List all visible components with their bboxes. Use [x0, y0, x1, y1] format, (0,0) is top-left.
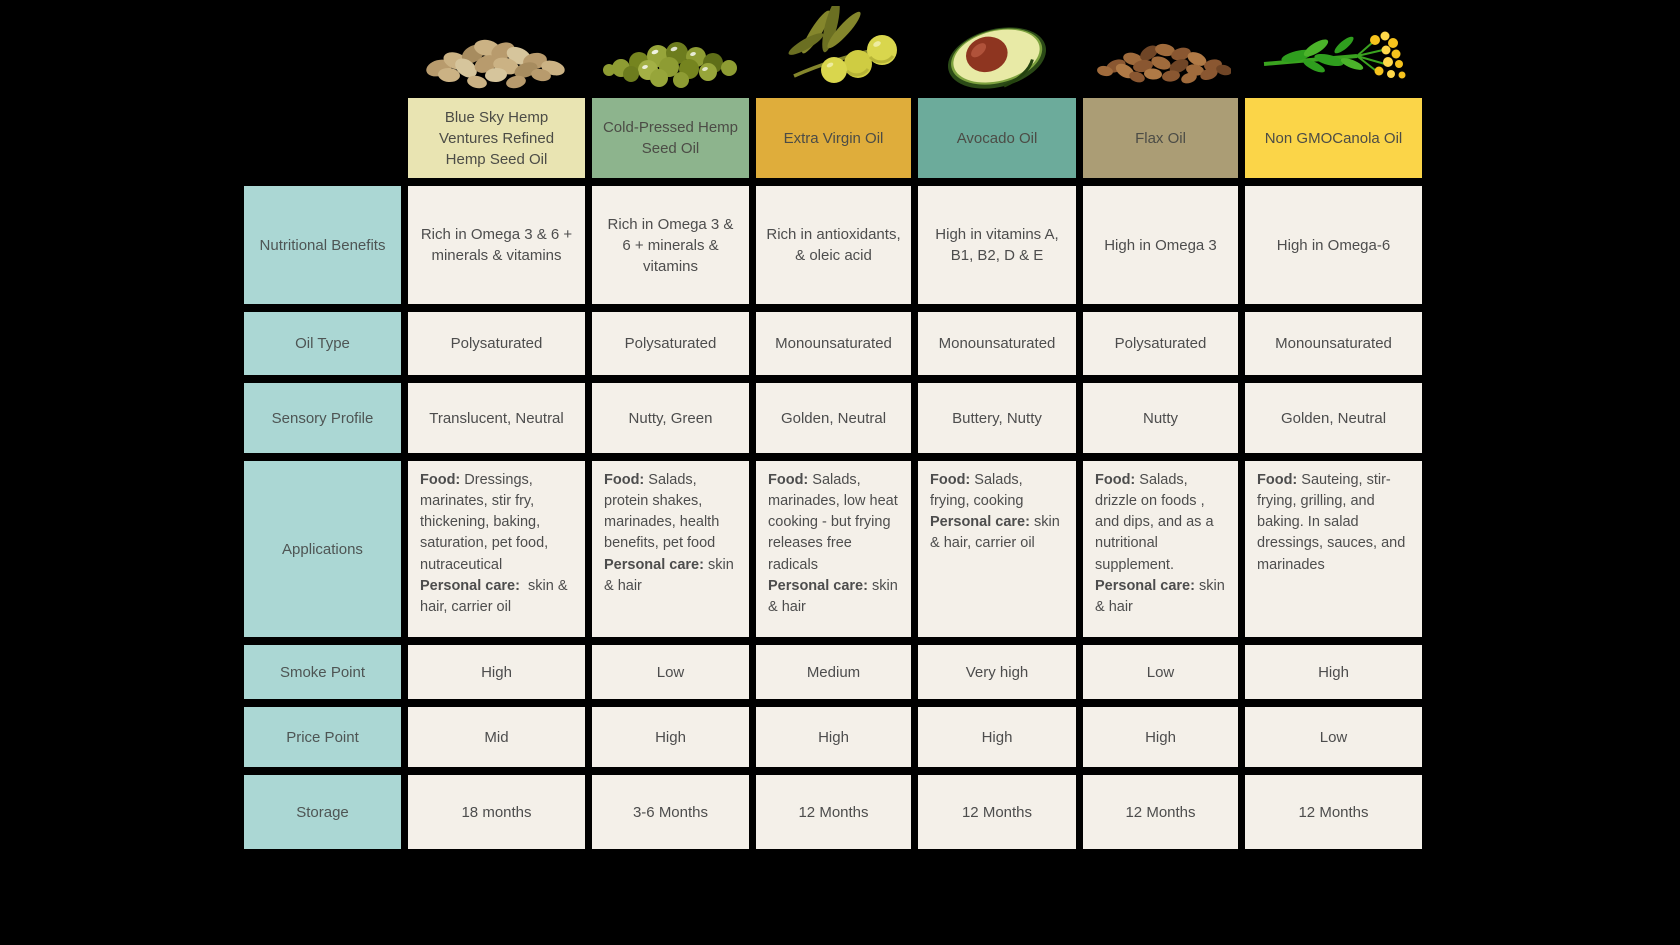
row-label-nutritional-benefits: Nutritional Benefits — [244, 186, 401, 304]
table-cell: Translucent, Neutral — [408, 383, 585, 453]
table-cell: High in vitamins A, B1, B2, D & E — [918, 186, 1076, 304]
hemp-seeds-icon — [408, 6, 585, 90]
table-cell: Monounsaturated — [756, 312, 911, 375]
row-applications: Applications Food: Dressings, marinates,… — [244, 461, 1422, 637]
table-cell: Polysaturated — [592, 312, 749, 375]
row-label-price-point: Price Point — [244, 707, 401, 767]
row-nutritional-benefits: Nutritional Benefits Rich in Omega 3 & 6… — [244, 186, 1422, 304]
column-header-cold-pressed-hemp: Cold-Pressed Hemp Seed Oil — [592, 98, 749, 178]
table-cell: Low — [1245, 707, 1422, 767]
table-cell: Buttery, Nutty — [918, 383, 1076, 453]
row-label-oil-type: Oil Type — [244, 312, 401, 375]
table-cell: 12 Months — [1083, 775, 1238, 849]
table-cell: High — [592, 707, 749, 767]
table-cell: Low — [592, 645, 749, 699]
table-cell: High in Omega 3 — [1083, 186, 1238, 304]
table-cell: 3-6 Months — [592, 775, 749, 849]
row-storage: Storage 18 months 3-6 Months 12 Months 1… — [244, 775, 1422, 849]
table-cell: High in Omega-6 — [1245, 186, 1422, 304]
row-oil-type: Oil Type Polysaturated Polysaturated Mon… — [244, 312, 1422, 375]
table-cell: High — [1083, 707, 1238, 767]
olive-branch-icon — [756, 6, 911, 90]
table-cell: Rich in antioxidants, & oleic acid — [756, 186, 911, 304]
comparison-table: Blue Sky Hemp Ventures Refined Hemp Seed… — [244, 6, 1422, 849]
table-cell: Nutty, Green — [592, 383, 749, 453]
table-cell: Very high — [918, 645, 1076, 699]
table-cell: Golden, Neutral — [756, 383, 911, 453]
table-cell: High — [408, 645, 585, 699]
table-cell: Food: Salads, frying, cooking Personal ca… — [918, 461, 1076, 637]
table-cell: Rich in Omega 3 & 6 + minerals & vitamin… — [592, 186, 749, 304]
table-cell: High — [756, 707, 911, 767]
corner-spacer — [244, 6, 401, 90]
table-cell: Food: Salads, drizzle on foods , and dip… — [1083, 461, 1238, 637]
row-label-smoke-point: Smoke Point — [244, 645, 401, 699]
table-cell: Rich in Omega 3 & 6 + minerals & vitamin… — [408, 186, 585, 304]
table-cell: 12 Months — [918, 775, 1076, 849]
avocado-icon — [918, 6, 1076, 90]
table-cell: High — [1245, 645, 1422, 699]
table-cell: Food: Sauteing, stir-frying, grilling, a… — [1245, 461, 1422, 637]
table-cell: Golden, Neutral — [1245, 383, 1422, 453]
table-cell: Food: Salads, protein shakes, marinades,… — [592, 461, 749, 637]
row-sensory-profile: Sensory Profile Translucent, Neutral Nut… — [244, 383, 1422, 453]
table-cell: 12 Months — [756, 775, 911, 849]
table-cell: Food: Salads, marinades, low heat cookin… — [756, 461, 911, 637]
column-header-canola: Non GMOCanola Oil — [1245, 98, 1422, 178]
table-cell: Low — [1083, 645, 1238, 699]
header-spacer — [244, 98, 401, 178]
row-label-sensory-profile: Sensory Profile — [244, 383, 401, 453]
column-header-avocado: Avocado Oil — [918, 98, 1076, 178]
table-cell: 18 months — [408, 775, 585, 849]
icons-row — [244, 6, 1422, 90]
table-cell: Nutty — [1083, 383, 1238, 453]
row-smoke-point: Smoke Point High Low Medium Very high Lo… — [244, 645, 1422, 699]
table-cell: High — [918, 707, 1076, 767]
table-cell: Medium — [756, 645, 911, 699]
row-label-applications: Applications — [244, 461, 401, 637]
table-cell: Food: Dressings, marinates, stir fry, th… — [408, 461, 585, 637]
table-cell: Mid — [408, 707, 585, 767]
table-cell: Polysaturated — [1083, 312, 1238, 375]
row-price-point: Price Point Mid High High High High Low — [244, 707, 1422, 767]
header-row: Blue Sky Hemp Ventures Refined Hemp Seed… — [244, 98, 1422, 178]
column-header-extra-virgin: Extra Virgin Oil — [756, 98, 911, 178]
row-label-storage: Storage — [244, 775, 401, 849]
flax-seeds-icon — [1083, 6, 1238, 90]
column-header-flax: Flax Oil — [1083, 98, 1238, 178]
table-cell: Polysaturated — [408, 312, 585, 375]
green-hemp-seeds-icon — [592, 6, 749, 90]
table-cell: Monounsaturated — [1245, 312, 1422, 375]
canola-flower-icon — [1245, 6, 1422, 90]
table-cell: Monounsaturated — [918, 312, 1076, 375]
table-cell: 12 Months — [1245, 775, 1422, 849]
column-header-blue-sky-hemp: Blue Sky Hemp Ventures Refined Hemp Seed… — [408, 98, 585, 178]
